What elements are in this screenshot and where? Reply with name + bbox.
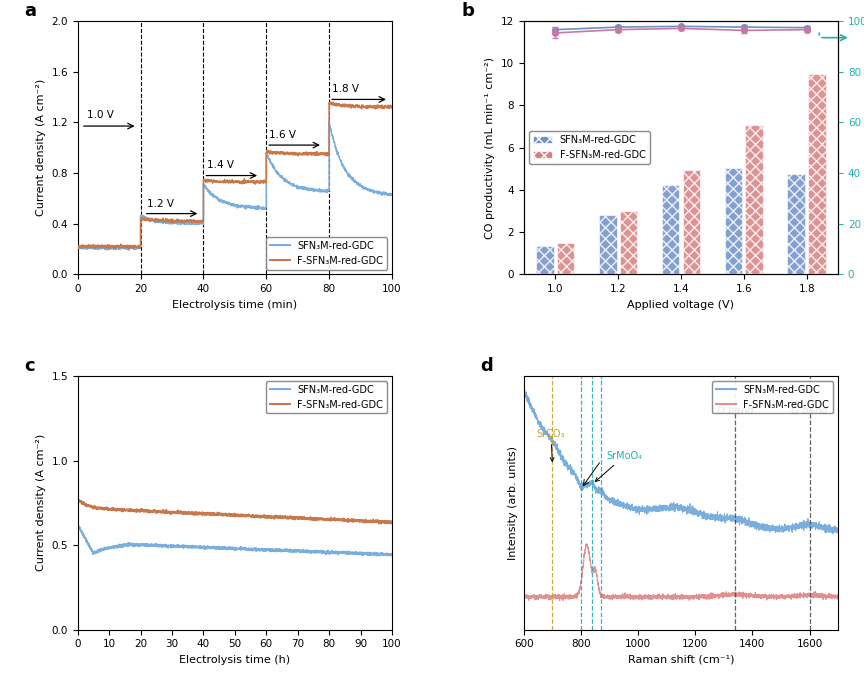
Bar [787, 174, 805, 275]
Y-axis label: CO productivity (mL min⁻¹ cm⁻²): CO productivity (mL min⁻¹ cm⁻²) [486, 57, 495, 239]
X-axis label: Electrolysis time (h): Electrolysis time (h) [180, 655, 290, 665]
Legend: SFN₃M-red-GDC, F-SFN₃M-red-GDC: SFN₃M-red-GDC, F-SFN₃M-red-GDC [266, 381, 387, 414]
Text: SrCO₃: SrCO₃ [537, 429, 565, 462]
X-axis label: Electrolysis time (min): Electrolysis time (min) [172, 300, 297, 310]
Text: a: a [24, 1, 36, 19]
Text: d: d [480, 357, 492, 375]
Y-axis label: Intensity (arb. units): Intensity (arb. units) [508, 446, 518, 560]
Text: 1.6 V: 1.6 V [270, 130, 296, 140]
Text: 1.0 V: 1.0 V [87, 110, 114, 120]
Y-axis label: Current density (A cm⁻²): Current density (A cm⁻²) [36, 434, 46, 572]
Legend: SFN₃M-red-GDC, F-SFN₃M-red-GDC: SFN₃M-red-GDC, F-SFN₃M-red-GDC [712, 381, 833, 414]
Text: 1.4 V: 1.4 V [206, 161, 233, 170]
Text: 1.8 V: 1.8 V [333, 84, 359, 94]
Bar [683, 170, 700, 275]
Legend: SFN₃M-red-GDC, F-SFN₃M-red-GDC: SFN₃M-red-GDC, F-SFN₃M-red-GDC [266, 237, 387, 270]
Text: $D$ band: $D$ band [715, 403, 755, 416]
Bar [599, 215, 617, 275]
Bar [808, 73, 826, 275]
Text: $G$ band: $G$ band [790, 403, 829, 416]
Bar [619, 211, 638, 275]
X-axis label: Raman shift (cm⁻¹): Raman shift (cm⁻¹) [628, 655, 734, 665]
Bar [557, 243, 575, 275]
Y-axis label: Current density (A cm⁻²): Current density (A cm⁻²) [36, 79, 46, 217]
Text: c: c [24, 357, 35, 375]
Bar [662, 185, 679, 275]
X-axis label: Applied voltage (V): Applied voltage (V) [627, 300, 734, 310]
Bar [725, 167, 742, 275]
Text: SrMoO₄: SrMoO₄ [595, 450, 643, 482]
Bar [537, 246, 554, 275]
Bar [746, 125, 763, 275]
Legend: SFN₃M-red-GDC, F-SFN₃M-red-GDC: SFN₃M-red-GDC, F-SFN₃M-red-GDC [529, 131, 650, 164]
Text: b: b [461, 1, 474, 19]
Text: 1.2 V: 1.2 V [147, 199, 174, 208]
